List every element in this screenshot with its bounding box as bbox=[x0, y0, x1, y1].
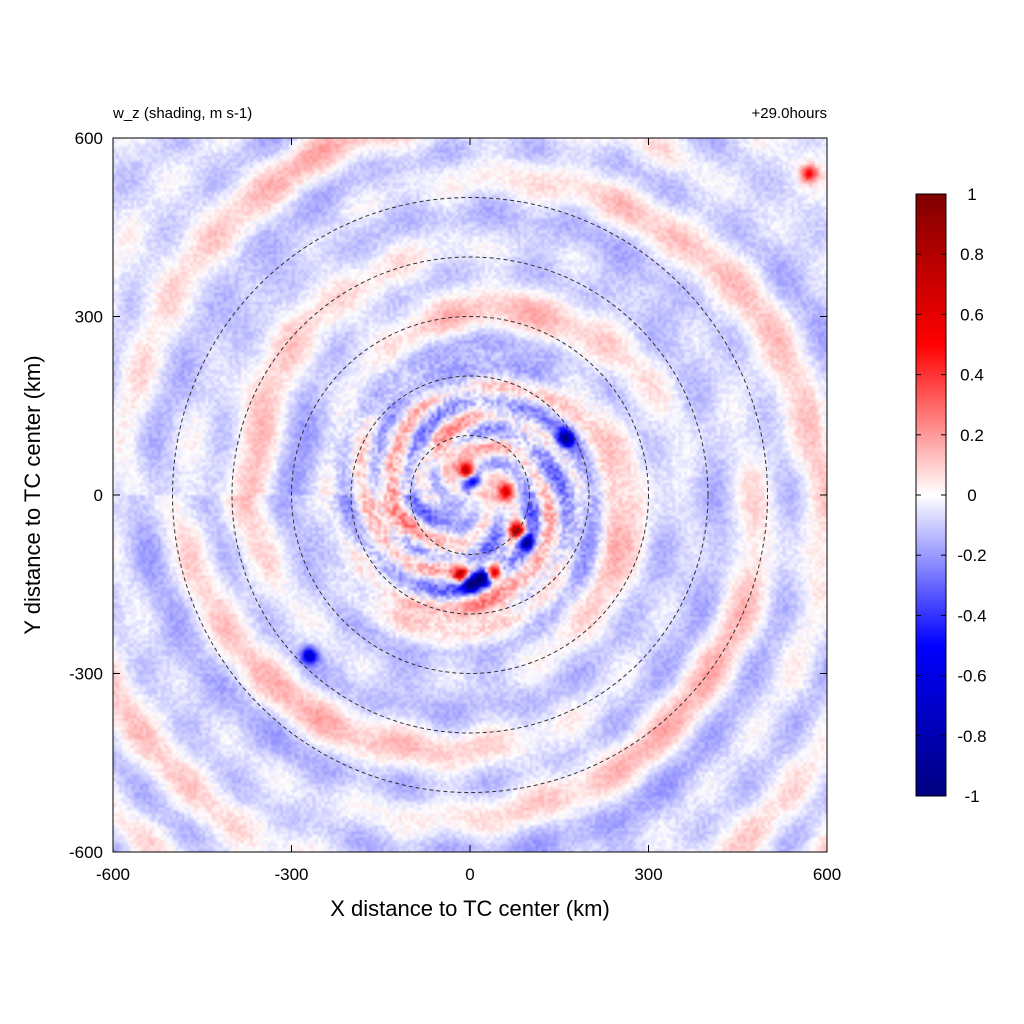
colorbar-tick-label: -0.2 bbox=[957, 546, 986, 565]
range-circle bbox=[350, 375, 590, 615]
range-circles bbox=[172, 197, 768, 793]
colorbar-tick-label: -1 bbox=[964, 787, 979, 806]
colorbar-tick-label: 0.2 bbox=[960, 426, 984, 445]
colorbar-tick-label: 0.4 bbox=[960, 366, 984, 385]
x-tick-label: 300 bbox=[634, 865, 662, 884]
y-axis: -600 -300 0 300 600 bbox=[69, 129, 827, 862]
x-tick-label: 600 bbox=[813, 865, 841, 884]
colorbar-tick-label: -0.8 bbox=[957, 727, 986, 746]
y-tick-label: 300 bbox=[75, 308, 103, 327]
colorbar-tick-label: 1 bbox=[967, 185, 976, 204]
colorbar-tick-label: 0 bbox=[967, 486, 976, 505]
range-circle bbox=[172, 197, 768, 793]
chart-title-left: w_z (shading, m s-1) bbox=[112, 105, 252, 122]
y-tick-label: 600 bbox=[75, 129, 103, 148]
chart-title-right: +29.0hours bbox=[752, 105, 827, 122]
colorbar-ticks: 1 0.8 0.6 0.4 0.2 0 -0.2 -0.4 -0.6 -0.8 -1 bbox=[916, 185, 987, 806]
y-axis-label: Y distance to TC center (km) bbox=[20, 355, 45, 634]
range-circle bbox=[410, 435, 530, 555]
range-circle bbox=[291, 316, 649, 674]
x-tick-label: -600 bbox=[96, 865, 130, 884]
x-axis-label: X distance to TC center (km) bbox=[330, 896, 610, 921]
colorbar: 1 0.8 0.6 0.4 0.2 0 -0.2 -0.4 -0.6 -0.8 -1 bbox=[915, 185, 987, 806]
heatmap-image bbox=[113, 138, 827, 852]
y-tick-label: -600 bbox=[69, 843, 103, 862]
colorbar-tick-label: -0.4 bbox=[957, 606, 986, 625]
x-tick-label: 0 bbox=[465, 865, 474, 884]
heatmap-area bbox=[113, 138, 827, 852]
colorbar-tick-label: 0.6 bbox=[960, 305, 984, 324]
colorbar-tick-label: -0.6 bbox=[957, 667, 986, 686]
range-circle bbox=[231, 256, 709, 734]
x-axis: -600 -300 0 300 600 bbox=[96, 138, 841, 884]
y-tick-label: -300 bbox=[69, 665, 103, 684]
y-tick-label: 0 bbox=[94, 486, 103, 505]
colorbar-tick-label: 0.8 bbox=[960, 245, 984, 264]
x-tick-label: -300 bbox=[274, 865, 308, 884]
